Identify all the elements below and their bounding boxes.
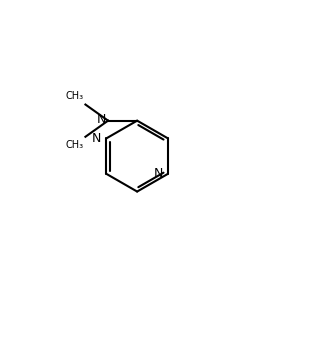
Text: N: N bbox=[92, 132, 101, 145]
Text: N: N bbox=[154, 167, 163, 180]
Text: N: N bbox=[97, 113, 106, 125]
Text: CH₃: CH₃ bbox=[66, 91, 84, 101]
Text: CH₃: CH₃ bbox=[66, 140, 84, 150]
